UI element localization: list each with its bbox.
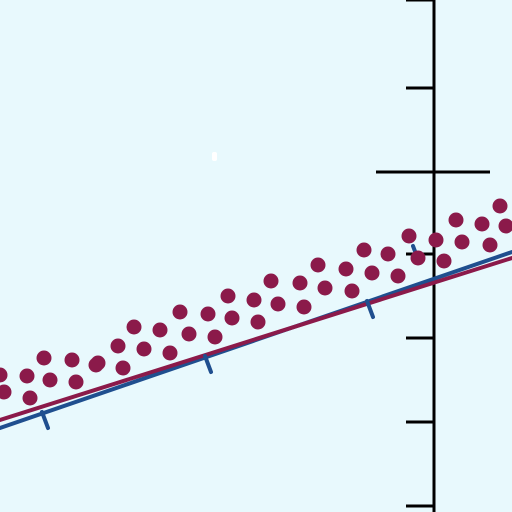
data-point-41 <box>410 250 426 266</box>
data-point-37 <box>317 280 333 296</box>
data-point-7 <box>152 322 168 338</box>
data-point-1 <box>19 368 35 384</box>
data-point-9 <box>200 306 216 322</box>
data-point-45 <box>498 218 512 234</box>
data-point-38 <box>344 283 360 299</box>
data-point-22 <box>492 198 508 214</box>
data-point-17 <box>380 246 396 262</box>
data-point-26 <box>68 374 84 390</box>
data-point-44 <box>482 237 498 253</box>
data-point-36 <box>296 299 312 315</box>
data-point-35 <box>270 296 286 312</box>
data-point-3 <box>64 352 80 368</box>
data-point-43 <box>454 234 470 250</box>
data-point-10 <box>220 288 236 304</box>
data-point-28 <box>115 360 131 376</box>
data-point-40 <box>390 268 406 284</box>
data-point-30 <box>162 345 178 361</box>
data-point-32 <box>207 329 223 345</box>
data-point-2 <box>36 350 52 366</box>
data-point-16 <box>356 242 372 258</box>
data-point-8 <box>172 304 188 320</box>
data-point-0 <box>0 367 8 383</box>
data-point-15 <box>338 261 354 277</box>
data-point-33 <box>224 310 240 326</box>
blue-tick-mark-1 <box>203 354 213 374</box>
blue-tick-mark-2 <box>365 299 375 319</box>
data-point-13 <box>292 275 308 291</box>
fit-line-maroon <box>0 256 512 422</box>
data-point-18 <box>401 228 417 244</box>
data-point-29 <box>136 341 152 357</box>
data-point-23 <box>0 384 12 400</box>
data-point-42 <box>436 253 452 269</box>
highlight-mark <box>212 152 217 161</box>
data-point-31 <box>181 326 197 342</box>
data-point-11 <box>246 292 262 308</box>
data-point-21 <box>474 216 490 232</box>
data-point-14 <box>310 257 326 273</box>
data-point-24 <box>22 390 38 406</box>
data-point-27 <box>88 357 104 373</box>
data-point-20 <box>448 212 464 228</box>
blue-tick-mark-0 <box>40 410 50 430</box>
data-point-39 <box>364 265 380 281</box>
data-point-34 <box>250 314 266 330</box>
data-point-19 <box>428 232 444 248</box>
data-point-5 <box>110 338 126 354</box>
data-point-6 <box>126 319 142 335</box>
data-point-25 <box>42 372 58 388</box>
data-point-12 <box>263 273 279 289</box>
